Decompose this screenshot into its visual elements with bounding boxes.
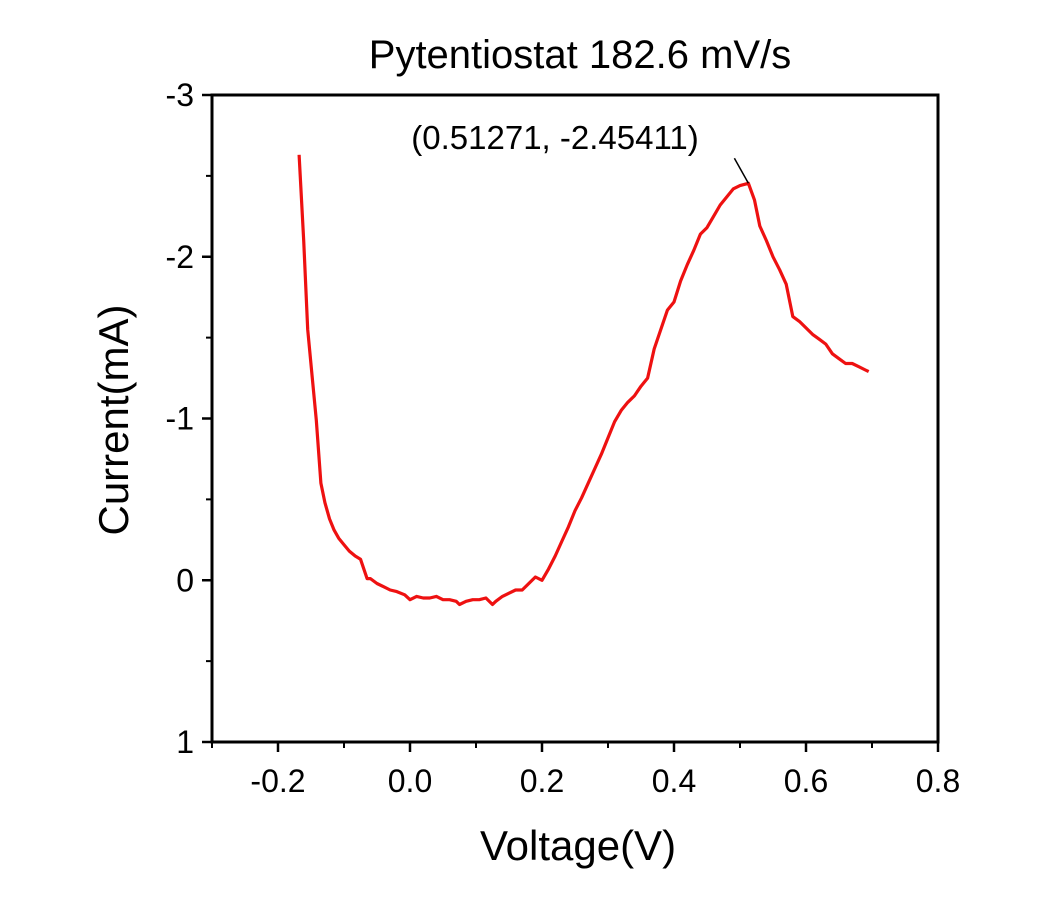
x-tick-label: 0.0 bbox=[388, 763, 432, 799]
y-tick-label: 1 bbox=[176, 724, 194, 760]
y-axis-label: Current(mA) bbox=[90, 304, 137, 535]
y-tick-label: -1 bbox=[166, 401, 194, 437]
chart-title: Pytentiostat 182.6 mV/s bbox=[369, 33, 791, 77]
x-tick-label: 0.6 bbox=[784, 763, 828, 799]
plot-area: -0.2 0.0 0.2 0.4 0.6 0.8 -3 -2 -1 0 1 (0.51271, -2.… bbox=[166, 77, 961, 799]
x-tick-label: 0.2 bbox=[520, 763, 564, 799]
annotation-label: (0.51271, -2.45411) bbox=[411, 119, 698, 156]
x-tick-label: -0.2 bbox=[250, 763, 305, 799]
x-tick-label: 0.4 bbox=[652, 763, 696, 799]
plot-frame bbox=[210, 93, 940, 744]
x-tick-label: 0.8 bbox=[916, 763, 960, 799]
series-line-0 bbox=[297, 154, 870, 607]
y-tick-label: -2 bbox=[166, 239, 194, 275]
x-axis-label: Voltage(V) bbox=[480, 822, 676, 869]
y-tick-label: 0 bbox=[176, 562, 194, 598]
y-tick-label: -3 bbox=[166, 77, 194, 113]
annotation-leader bbox=[733, 157, 750, 184]
